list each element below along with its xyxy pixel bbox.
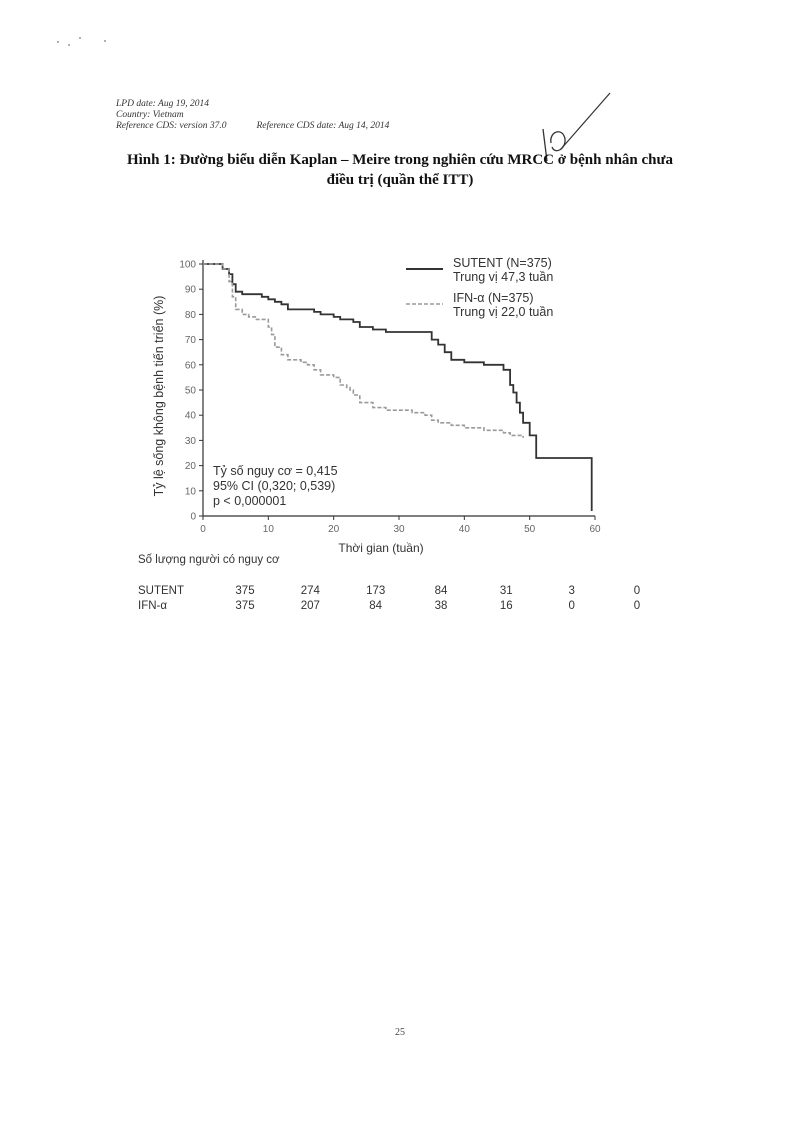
scan-speck bbox=[68, 44, 70, 46]
scan-speck bbox=[57, 41, 59, 43]
y-tick-label: 50 bbox=[185, 386, 197, 397]
figure-title-line-2: điều trị (quần thể ITT) bbox=[326, 172, 474, 188]
stat-annotation: 95% CI (0,320; 0,539) bbox=[213, 479, 335, 493]
risk-cell: 84 bbox=[434, 585, 448, 597]
stat-annotation: Tỷ số nguy cơ = 0,415 bbox=[213, 464, 338, 478]
country: Country: Vietnam bbox=[116, 110, 184, 120]
y-tick-label: 10 bbox=[185, 486, 197, 497]
risk-cell: 0 bbox=[633, 585, 641, 597]
y-tick-label: 100 bbox=[179, 260, 196, 271]
series-line-sutent bbox=[203, 263, 593, 511]
risk-table-title: Số lượng người có nguy cơ bbox=[138, 554, 280, 566]
chart-series bbox=[203, 263, 593, 511]
risk-cell: 16 bbox=[499, 600, 513, 612]
y-tick-label: 60 bbox=[185, 360, 197, 371]
y-tick-label: 40 bbox=[185, 411, 197, 422]
x-tick-label: 50 bbox=[524, 524, 536, 535]
reference-cds-version: Reference CDS: version 37.0 bbox=[116, 121, 227, 131]
legend-median: Trung vị 47,3 tuần bbox=[453, 270, 553, 284]
figure-title: Hình 1: Đường biểu diễn Kaplan – Meire t… bbox=[100, 150, 700, 190]
lpd-date: LPD date: Aug 19, 2014 bbox=[116, 99, 209, 109]
y-tick-label: 80 bbox=[185, 310, 197, 321]
risk-cell: 173 bbox=[366, 585, 386, 597]
chart-legend: SUTENT (N=375)Trung vị 47,3 tuần IFN-α (N… bbox=[406, 256, 553, 319]
figure-title-line-1: Hình 1: Đường biểu diễn Kaplan – Meire t… bbox=[126, 152, 674, 168]
y-tick-label: 20 bbox=[185, 461, 197, 472]
x-tick-label: 20 bbox=[328, 524, 340, 535]
risk-cell: 375 bbox=[235, 585, 255, 597]
risk-cell: 3 bbox=[568, 585, 575, 597]
risk-cell: 84 bbox=[369, 600, 383, 612]
risk-row-label: IFN-α bbox=[138, 600, 168, 612]
legend-series-name: IFN-α (N=375) bbox=[453, 291, 534, 305]
handwritten-signature bbox=[542, 92, 611, 162]
x-axis-label: Thời gian (tuần) bbox=[338, 541, 423, 555]
page-number: 25 bbox=[395, 1027, 405, 1038]
risk-row-label: SUTENT bbox=[138, 585, 184, 597]
series-line-ifn-alpha bbox=[203, 263, 524, 438]
y-axis-label: Tỷ lệ sống không bệnh tiến triển (%) bbox=[152, 296, 166, 497]
x-tick-label: 60 bbox=[589, 524, 601, 535]
scan-speck bbox=[79, 37, 81, 39]
y-tick-label: 70 bbox=[185, 335, 197, 346]
x-tick-label: 40 bbox=[459, 524, 471, 535]
legend-median: Trung vị 22,0 tuần bbox=[453, 305, 553, 319]
risk-cell: 274 bbox=[300, 585, 320, 597]
reference-cds-date: Reference CDS date: Aug 14, 2014 bbox=[256, 121, 390, 131]
reference-cds-line: Reference CDS: version 37.0 Reference CDS… bbox=[116, 121, 389, 132]
x-tick-label: 0 bbox=[200, 524, 206, 535]
scan-speck bbox=[104, 40, 106, 42]
x-tick-label: 30 bbox=[393, 524, 405, 535]
chart-axes: 0 10 20 30 40 50 60 0 10 20 30 40 50 60 70 80 90 100 Thời … bbox=[152, 260, 601, 556]
risk-cell: 31 bbox=[499, 585, 513, 597]
risk-cell: 375 bbox=[235, 600, 255, 612]
y-tick-label: 30 bbox=[185, 436, 197, 447]
y-tick-label: 0 bbox=[190, 512, 196, 523]
document-metadata: LPD date: Aug 19, 2014 Country: Vietnam … bbox=[116, 99, 389, 132]
risk-cell: 0 bbox=[568, 600, 575, 612]
y-tick-label: 90 bbox=[185, 285, 197, 296]
stat-annotation: p < 0,000001 bbox=[213, 494, 286, 508]
risk-cell: 38 bbox=[434, 600, 448, 612]
risk-cell: 0 bbox=[633, 600, 641, 612]
x-tick-label: 10 bbox=[263, 524, 275, 535]
legend-series-name: SUTENT (N=375) bbox=[453, 256, 552, 270]
risk-cell: 207 bbox=[300, 600, 320, 612]
